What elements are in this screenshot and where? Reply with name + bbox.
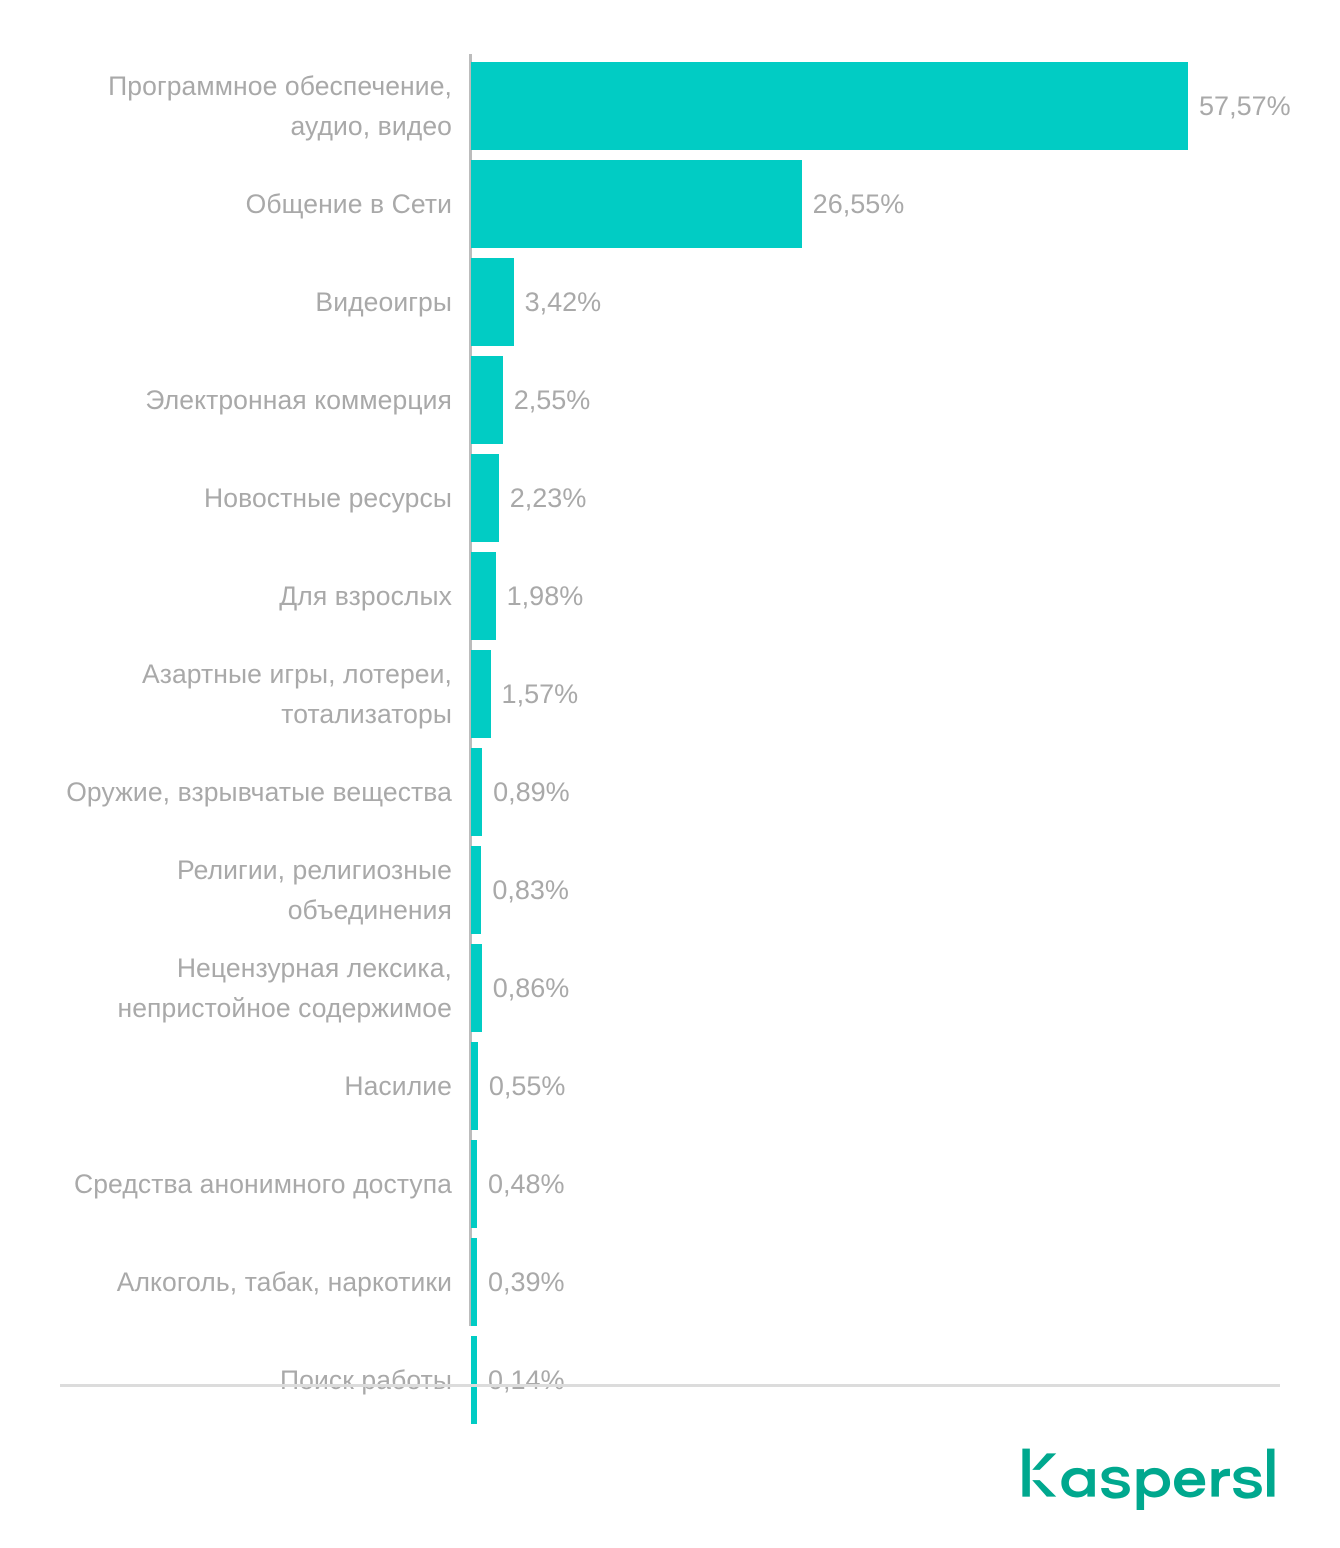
- bar-value-label: 0,55%: [488, 1071, 566, 1101]
- category-label: Насилие: [344, 1071, 452, 1101]
- bar[interactable]: [471, 748, 483, 836]
- bar-row: Программное обеспечение, аудио, видео 57,…: [0, 62, 1340, 150]
- bar-row: Для взрослых 1,98%: [0, 552, 1340, 640]
- category-label: Новостные ресурсы: [204, 483, 452, 513]
- bar[interactable]: [471, 1042, 478, 1130]
- category-label: Оружие, взрывчатые вещества: [66, 777, 452, 807]
- bar-row: Общение в Сети 26,55%: [0, 160, 1340, 248]
- bar-value-label: 57,57%: [1199, 91, 1291, 121]
- bar[interactable]: [471, 1336, 477, 1424]
- bar-row: Религии, религиозные объединения 0,83%: [0, 846, 1340, 934]
- bar-row: Нецензурная лексика, непристойное содерж…: [0, 944, 1340, 1032]
- category-label: Алкоголь, табак, наркотики: [116, 1267, 452, 1297]
- bar-row: Алкоголь, табак, наркотики 0,39%: [0, 1238, 1340, 1326]
- bar-value-label: 0,86%: [492, 973, 570, 1003]
- category-label: Электронная коммерция: [145, 385, 452, 415]
- bar-value-label: 0,48%: [488, 1169, 565, 1199]
- bar-value-label: 2,55%: [513, 385, 591, 415]
- kaspersky-logo: [1020, 1440, 1280, 1510]
- category-label: Для взрослых: [279, 581, 452, 611]
- plot-area: Программное обеспечение, аудио, видео 57,…: [0, 54, 1340, 1424]
- bar-row: Оружие, взрывчатые вещества 0,89%: [0, 748, 1340, 836]
- bar[interactable]: [471, 62, 1189, 150]
- category-label: Общение в Сети: [245, 189, 452, 219]
- bar-value-label: 0,39%: [488, 1267, 565, 1297]
- category-label: Видеоигры: [315, 287, 452, 317]
- bar-row: Электронная коммерция 2,55%: [0, 356, 1340, 444]
- bar[interactable]: [471, 258, 514, 346]
- category-label: Средства анонимного доступа: [73, 1169, 452, 1199]
- bar-row: Азартные игры, лотереи, тотализаторы 1,57…: [0, 650, 1340, 738]
- bar-row: Видеоигры 3,42%: [0, 258, 1340, 346]
- category-label: Религии, религиозные объединения: [177, 855, 452, 925]
- bar[interactable]: [471, 454, 499, 542]
- bar-row: Новостные ресурсы 2,23%: [0, 454, 1340, 542]
- bar-value-label: 1,57%: [501, 679, 579, 709]
- bar[interactable]: [471, 1238, 477, 1326]
- bar[interactable]: [471, 552, 496, 640]
- bar[interactable]: [471, 356, 503, 444]
- bar-value-label: 0,14%: [488, 1365, 565, 1395]
- bar-value-label: 2,23%: [509, 483, 587, 513]
- y-axis-line: [469, 54, 472, 1326]
- bar-value-label: 0,89%: [493, 777, 570, 807]
- bar-row: Средства анонимного доступа 0,48%: [0, 1140, 1340, 1228]
- category-label: Азартные игры, лотереи, тотализаторы: [141, 659, 452, 729]
- footer-divider: [60, 1384, 1280, 1387]
- category-label: Программное обеспечение, аудио, видео: [108, 71, 452, 141]
- bar-row: Поиск работы 0,14%: [0, 1336, 1340, 1424]
- category-label: Поиск работы: [280, 1365, 452, 1395]
- bar-value-label: 3,42%: [524, 287, 602, 317]
- bar[interactable]: [471, 1140, 477, 1228]
- bar[interactable]: [471, 160, 802, 248]
- bar[interactable]: [471, 944, 482, 1032]
- bar-value-label: 0,83%: [492, 875, 569, 905]
- bar-row: Насилие 0,55%: [0, 1042, 1340, 1130]
- bar-value-label: 26,55%: [812, 189, 905, 219]
- bar[interactable]: [471, 846, 482, 934]
- bar-value-label: 1,98%: [506, 581, 584, 611]
- category-label: Нецензурная лексика, непристойное содерж…: [117, 953, 452, 1023]
- bar[interactable]: [471, 650, 491, 738]
